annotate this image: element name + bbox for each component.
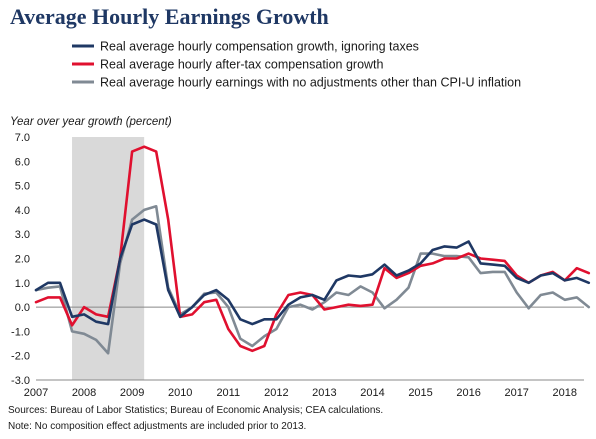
legend: Real average hourly compensation growth,… [72,40,521,90]
x-tick-label: 2014 [360,387,384,399]
y-tick-label: 6.0 [15,156,30,168]
y-tick-label: 2.0 [15,254,30,266]
y-tick-label: -2.0 [11,351,30,363]
x-tick-label: 2016 [456,387,480,399]
y-tick-label: 3.0 [15,229,30,241]
x-tick-label: 2008 [72,387,96,399]
x-tick-label: 2010 [168,387,192,399]
y-tick-label: 7.0 [15,132,30,144]
legend-label-3: Real average hourly earnings with no adj… [100,76,521,90]
x-tick-label: 2011 [216,387,240,399]
y-axis-label: Year over year growth (percent) [10,116,172,128]
x-axis-ticks: 2007 2008 2009 2010 2011 2012 2013 2014 2015 2016… [24,387,577,399]
series-line-1 [34,218,591,326]
composition-note: Note: No composition effect adjustments … [8,421,307,432]
x-tick-label: 2012 [264,387,288,399]
recession-shading [72,137,145,380]
y-tick-label: -3.0 [11,375,30,387]
x-tick-label: 2017 [504,387,528,399]
y-tick-label: 1.0 [15,278,30,290]
x-tick-label: 2018 [553,387,577,399]
y-tick-label: 4.0 [15,205,30,217]
legend-label-1: Real average hourly compensation growth,… [100,40,419,54]
legend-label-2: Real average hourly after-tax compensati… [100,58,384,72]
y-tick-label: 0.0 [15,302,30,314]
x-tick-label: 2007 [24,387,48,399]
x-tick-label: 2013 [312,387,336,399]
x-tick-label: 2009 [120,387,144,399]
y-axis-ticks: 7.0 6.0 5.0 4.0 3.0 2.0 1.0 0.0 -1.0 -2.0 -3.0 [11,132,30,387]
chart-title: Average Hourly Earnings Growth [10,4,329,29]
sources-note: Sources: Bureau of Labor Statistics; Bur… [8,405,384,416]
y-tick-label: -1.0 [11,326,30,338]
x-tick-label: 2015 [408,387,432,399]
series-lines [34,145,591,355]
y-tick-label: 5.0 [15,181,30,193]
